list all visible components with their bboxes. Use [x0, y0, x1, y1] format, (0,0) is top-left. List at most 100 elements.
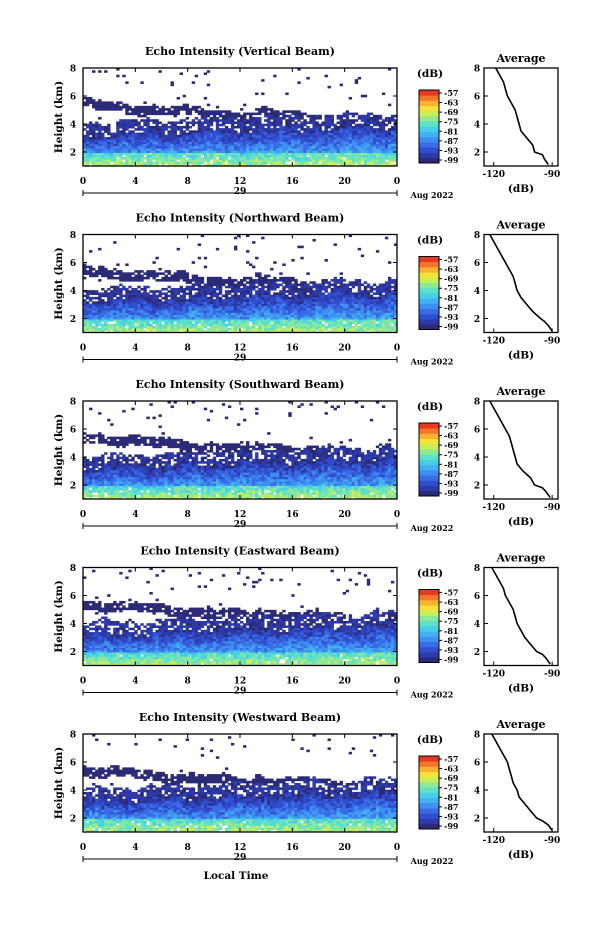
echo-cell [233, 121, 238, 125]
echo-cell [89, 314, 93, 318]
echo-cell [95, 125, 99, 129]
echo-cell [318, 303, 322, 307]
echo-cell [194, 110, 199, 113]
echo-cell [267, 128, 271, 131]
echo-cell [167, 314, 171, 318]
echo-cell [89, 299, 93, 302]
echo-cell [182, 274, 186, 278]
echo-cell [393, 163, 398, 167]
echo-cell [345, 114, 350, 118]
echo-cell [128, 312, 132, 316]
echo-cell [137, 114, 141, 118]
echo-cell [387, 128, 392, 131]
echo-cell [264, 143, 268, 147]
echo-cell [113, 154, 117, 158]
echo-cell [218, 279, 223, 282]
echo-cell [267, 323, 271, 327]
echo-cell [348, 157, 353, 160]
echo-cell [318, 150, 322, 153]
echo-cell [230, 330, 235, 333]
echo-cell [200, 152, 205, 156]
echo-cell [179, 285, 183, 289]
echo-cell [209, 119, 214, 122]
echo-cell [312, 139, 316, 142]
echo-cell [227, 303, 232, 307]
echo-cell [333, 287, 337, 291]
echo-cell [191, 137, 196, 140]
echo-cell [372, 292, 377, 295]
echo-cell [161, 305, 165, 309]
echo-cell [98, 310, 102, 313]
echo-cell [212, 281, 217, 284]
echo-cell [131, 294, 135, 298]
echo-cell [276, 117, 280, 120]
echo-cell [288, 319, 292, 322]
echo-cell [309, 310, 313, 313]
echo-cell [203, 117, 208, 120]
echo-cell [333, 328, 337, 331]
echo-cell [176, 321, 180, 324]
echo-cell [384, 299, 389, 302]
echo-cell [351, 159, 356, 162]
echo-cell [300, 316, 304, 320]
colorbar-swatch [419, 142, 439, 148]
echo-cell [327, 303, 331, 307]
echo-cell [89, 130, 93, 133]
y-tick-label: 4 [70, 121, 76, 131]
echo-cell [351, 296, 356, 300]
echo-cell [264, 152, 268, 156]
echo-cell [321, 141, 325, 145]
echo-cell [393, 123, 398, 127]
echo-cell [188, 299, 193, 302]
echo-cell [357, 130, 362, 133]
echo-cell [131, 299, 135, 302]
echo-cell [89, 434, 93, 437]
echo-cell [131, 152, 135, 156]
echo-cell [300, 137, 304, 140]
echo-cell [264, 279, 268, 282]
echo-cell [209, 285, 214, 289]
echo-cell [261, 161, 265, 165]
echo-cell [393, 157, 398, 160]
echo-cell [273, 110, 277, 113]
echo-cell [200, 161, 205, 165]
echo-cell [86, 301, 90, 304]
echo-cell [215, 303, 220, 307]
echo-cell [255, 310, 259, 313]
echo-cell [212, 290, 217, 293]
colorbar-swatch [419, 95, 439, 101]
echo-cell [249, 328, 253, 331]
echo-cell [306, 152, 310, 156]
echo-cell [167, 312, 171, 316]
echo-cell [261, 279, 265, 282]
echo-cell [276, 279, 280, 282]
echo-cell [273, 139, 277, 142]
echo-cell [122, 279, 126, 282]
echo-cell [246, 163, 250, 167]
echo-cell [351, 321, 356, 324]
echo-cell [131, 330, 135, 333]
echo-cell [194, 132, 199, 136]
echo-cell [137, 290, 141, 293]
echo-cell [345, 154, 350, 158]
echo-cell [252, 143, 256, 147]
echo-cell [221, 139, 226, 142]
echo-cell [357, 325, 362, 329]
echo-cell [83, 101, 87, 104]
echo-cell [318, 141, 322, 145]
echo-cell [218, 145, 223, 149]
echo-cell [276, 141, 280, 145]
echo-cell [110, 141, 114, 145]
echo-cell [348, 143, 353, 147]
echo-cell [294, 159, 298, 162]
echo-cell [273, 159, 277, 162]
echo-cell [384, 154, 389, 158]
echo-cell [128, 274, 132, 278]
echo-cell [233, 285, 238, 289]
echo-cell [155, 325, 159, 329]
echo-cell [258, 299, 262, 302]
echo-cell [291, 125, 295, 129]
echo-cell [327, 152, 331, 156]
echo-cell [255, 294, 259, 298]
echo-cell [179, 301, 183, 304]
